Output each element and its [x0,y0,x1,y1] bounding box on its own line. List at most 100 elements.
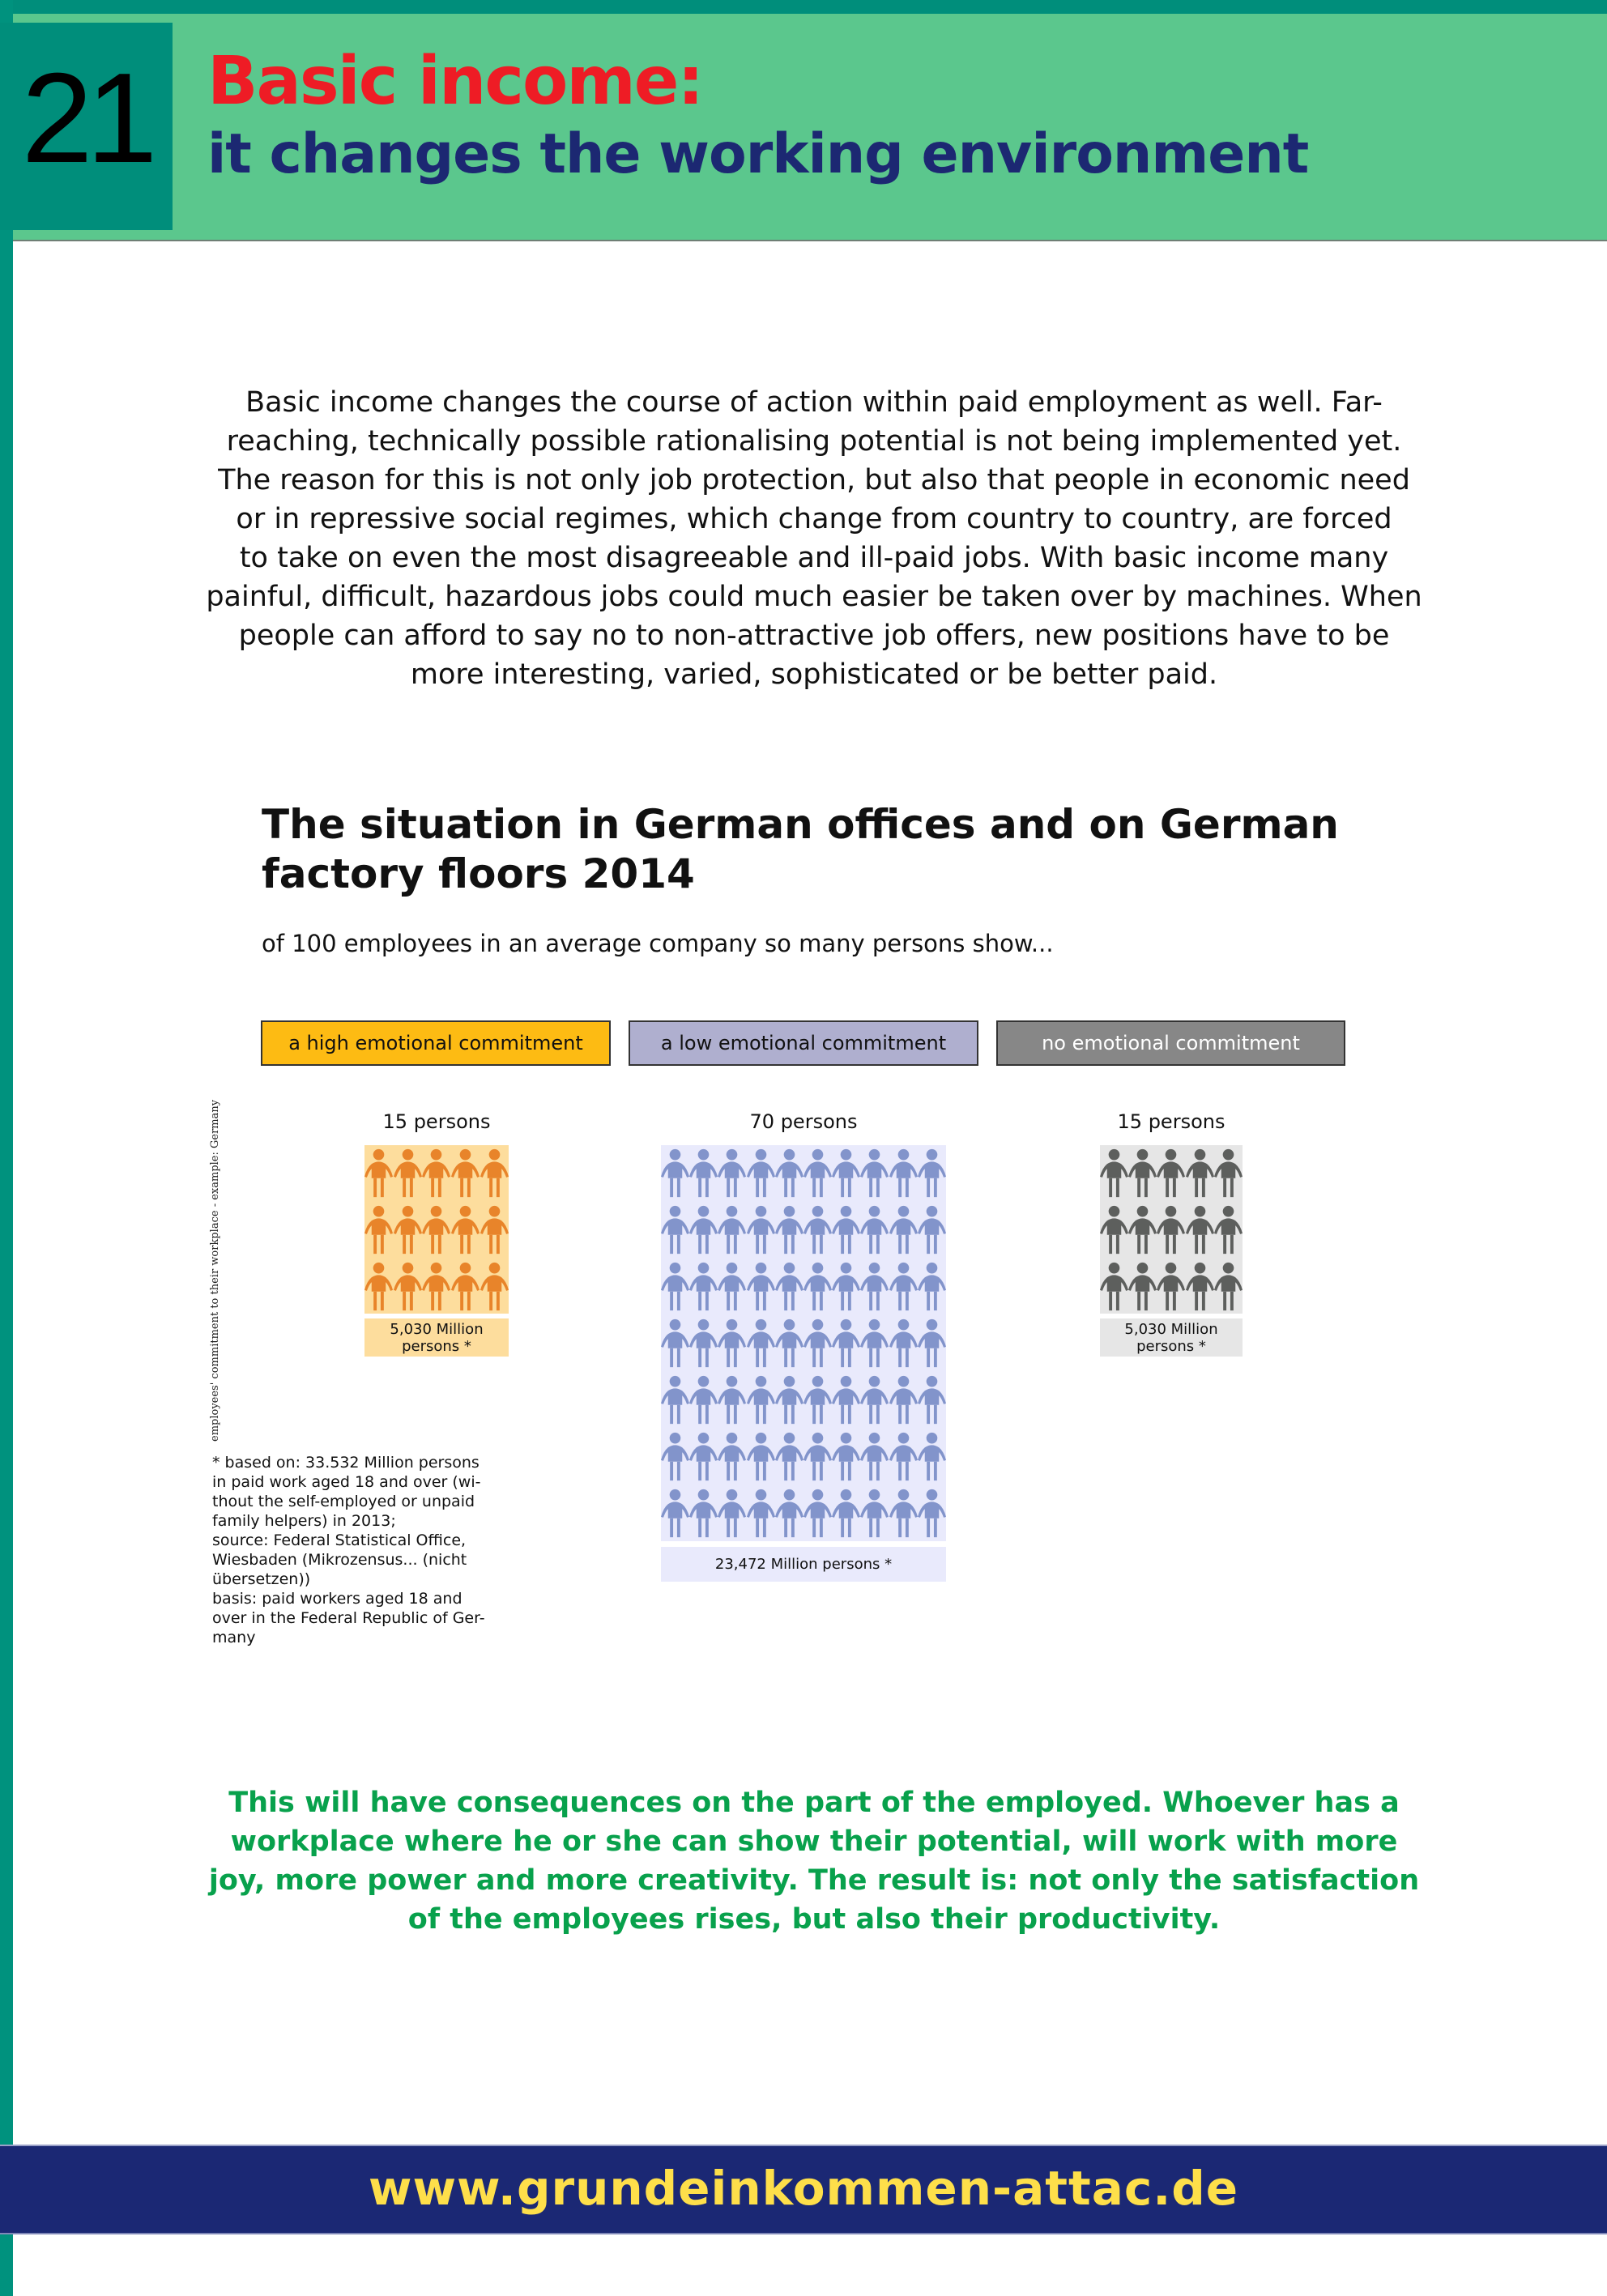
footnote-line: over in the Federal Republic of Ger- [212,1609,485,1627]
total-label-low: 23,472 Million persons * [661,1547,946,1582]
pictogram-high [364,1145,509,1314]
person-icon [689,1375,718,1425]
person-icon [832,1318,861,1368]
page-number: 21 [21,47,158,190]
pictogram-low [661,1145,946,1541]
person-icon [689,1489,718,1538]
chart-title: The situation in German offices and on G… [262,800,1339,899]
total-line: persons * [402,1338,471,1355]
person-icon [1100,1148,1129,1198]
person-icon [860,1262,889,1311]
person-icon [832,1205,861,1254]
count-label-low: 70 persons [749,1110,858,1133]
person-icon [889,1432,918,1481]
intro-line: or in repressive social regimes, which c… [236,503,1392,535]
person-icon [804,1262,833,1311]
person-icon [689,1262,718,1311]
header-band [13,14,1607,241]
person-icon [917,1432,946,1481]
person-icon [860,1432,889,1481]
chart-title-line: factory floors 2014 [262,850,695,897]
person-icon [746,1205,775,1254]
vertical-axis-label: employees' commitment to their workplace… [209,1099,221,1442]
person-icon [661,1262,690,1311]
left-bar [0,0,13,2296]
person-icon [832,1148,861,1198]
conclusion-line: This will have consequences on the part … [228,1787,1400,1819]
person-icon [804,1148,833,1198]
intro-line: people can afford to say no to non-attra… [238,620,1390,652]
person-icon [774,1375,804,1425]
top-strip [0,0,1607,14]
legend-no-commitment: no emotional commitment [996,1020,1345,1066]
count-label-high: 15 persons [382,1110,491,1133]
intro-line: painful, difficult, hazardous jobs could… [206,581,1422,613]
person-icon [661,1375,690,1425]
person-icon [889,1148,918,1198]
person-icon [718,1262,747,1311]
person-icon [860,1205,889,1254]
person-icon [1213,1205,1243,1254]
person-icon [480,1148,509,1198]
person-icon [917,1262,946,1311]
person-icon [860,1375,889,1425]
person-icon [832,1375,861,1425]
person-icon [422,1148,451,1198]
conclusion-line: of the employees rises, but also their p… [407,1903,1221,1936]
person-icon [689,1318,718,1368]
person-icon [889,1318,918,1368]
website-link[interactable]: www.grundeinkommen-attac.de [368,2161,1239,2216]
person-icon [832,1262,861,1311]
person-icon [661,1489,690,1538]
person-icon [1128,1262,1157,1311]
total-line: persons * [1136,1338,1206,1355]
person-icon [917,1148,946,1198]
person-icon [746,1489,775,1538]
person-icon [1185,1262,1214,1311]
person-icon [804,1375,833,1425]
person-icon [860,1318,889,1368]
person-icon [393,1262,422,1311]
intro-line: more interesting, varied, sophisticated … [410,658,1218,691]
person-icon [393,1148,422,1198]
footnote-line: in paid work aged 18 and over (wi- [212,1473,481,1491]
legend-high-commitment: a high emotional commitment [261,1020,611,1066]
person-icon [1157,1262,1186,1311]
person-icon [1157,1205,1186,1254]
person-icon [393,1205,422,1254]
person-icon [774,1318,804,1368]
intro-line: The reason for this is not only job prot… [218,464,1410,496]
intro-line: reaching, technically possible rationali… [226,425,1402,458]
person-icon [422,1205,451,1254]
person-icon [804,1318,833,1368]
person-icon [480,1205,509,1254]
person-icon [451,1262,480,1311]
intro-paragraph: Basic income changes the course of actio… [146,383,1482,694]
conclusion-line: joy, more power and more creativity. The… [208,1864,1420,1897]
intro-line: Basic income changes the course of actio… [245,386,1383,419]
person-icon [774,1148,804,1198]
pictogram-none [1100,1145,1243,1314]
person-icon [804,1432,833,1481]
footnote: * based on: 33.532 Million persons in pa… [212,1453,520,1647]
person-icon [889,1262,918,1311]
person-icon [661,1318,690,1368]
footnote-line: Wiesbaden (Mikrozensus... (nicht [212,1551,467,1569]
person-icon [718,1375,747,1425]
footer-band: www.grundeinkommen-attac.de [0,2145,1607,2234]
footnote-line: übersetzen)) [212,1570,311,1588]
person-icon [718,1318,747,1368]
person-icon [718,1432,747,1481]
page-title: Basic income: [207,43,704,120]
person-icon [860,1489,889,1538]
footnote-line: basis: paid workers aged 18 and [212,1590,462,1608]
person-icon [804,1205,833,1254]
total-line: 5,030 Million [390,1321,484,1338]
person-icon [718,1205,747,1254]
person-icon [718,1148,747,1198]
intro-line: to take on even the most disagreeable an… [239,542,1389,574]
person-icon [1213,1262,1243,1311]
person-icon [774,1262,804,1311]
person-icon [480,1262,509,1311]
person-icon [718,1489,747,1538]
